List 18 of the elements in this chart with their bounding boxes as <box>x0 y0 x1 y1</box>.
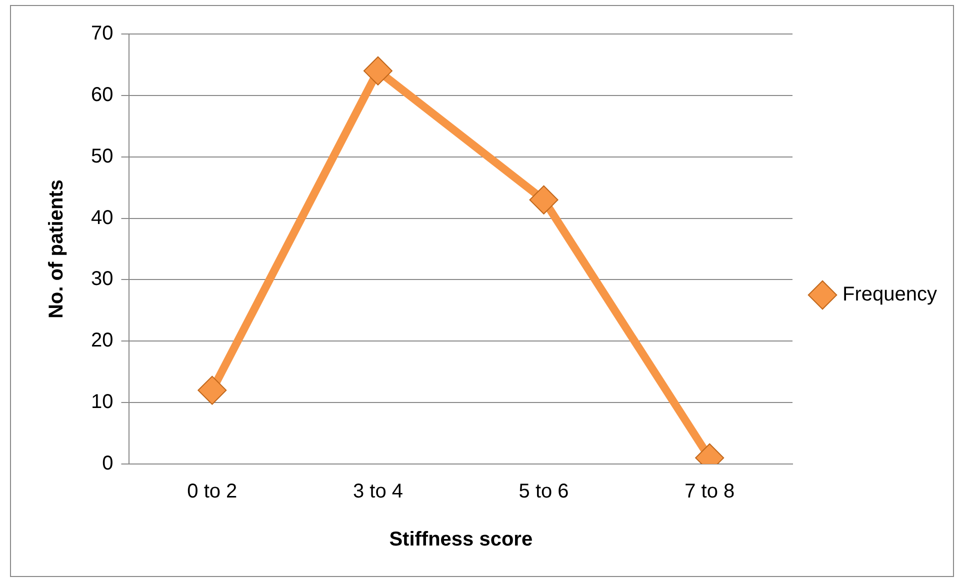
y-tick-label: 0 <box>102 452 114 475</box>
y-tick-label: 60 <box>90 84 114 106</box>
legend-label: Frequency <box>842 284 938 306</box>
point <box>529 185 558 214</box>
point <box>198 376 227 405</box>
x-tick-label: 5 to 6 <box>518 480 569 503</box>
y-tick-label: 20 <box>90 330 114 352</box>
x-tick-label: 7 to 8 <box>684 480 735 503</box>
x-tick-label: 3 to 4 <box>352 480 403 503</box>
y-tick-label: 10 <box>90 391 114 414</box>
x-axis-title: Stiffness score <box>389 528 533 551</box>
point <box>363 56 392 86</box>
y-tick-label: 50 <box>90 145 114 168</box>
x-tick-label: 0 to 2 <box>187 480 238 503</box>
y-axis-title: No. of patients <box>46 180 68 318</box>
y-tick-label: 40 <box>90 206 114 229</box>
y-tick-label: 70 <box>90 22 114 45</box>
y-tick-label: 30 <box>90 268 114 290</box>
